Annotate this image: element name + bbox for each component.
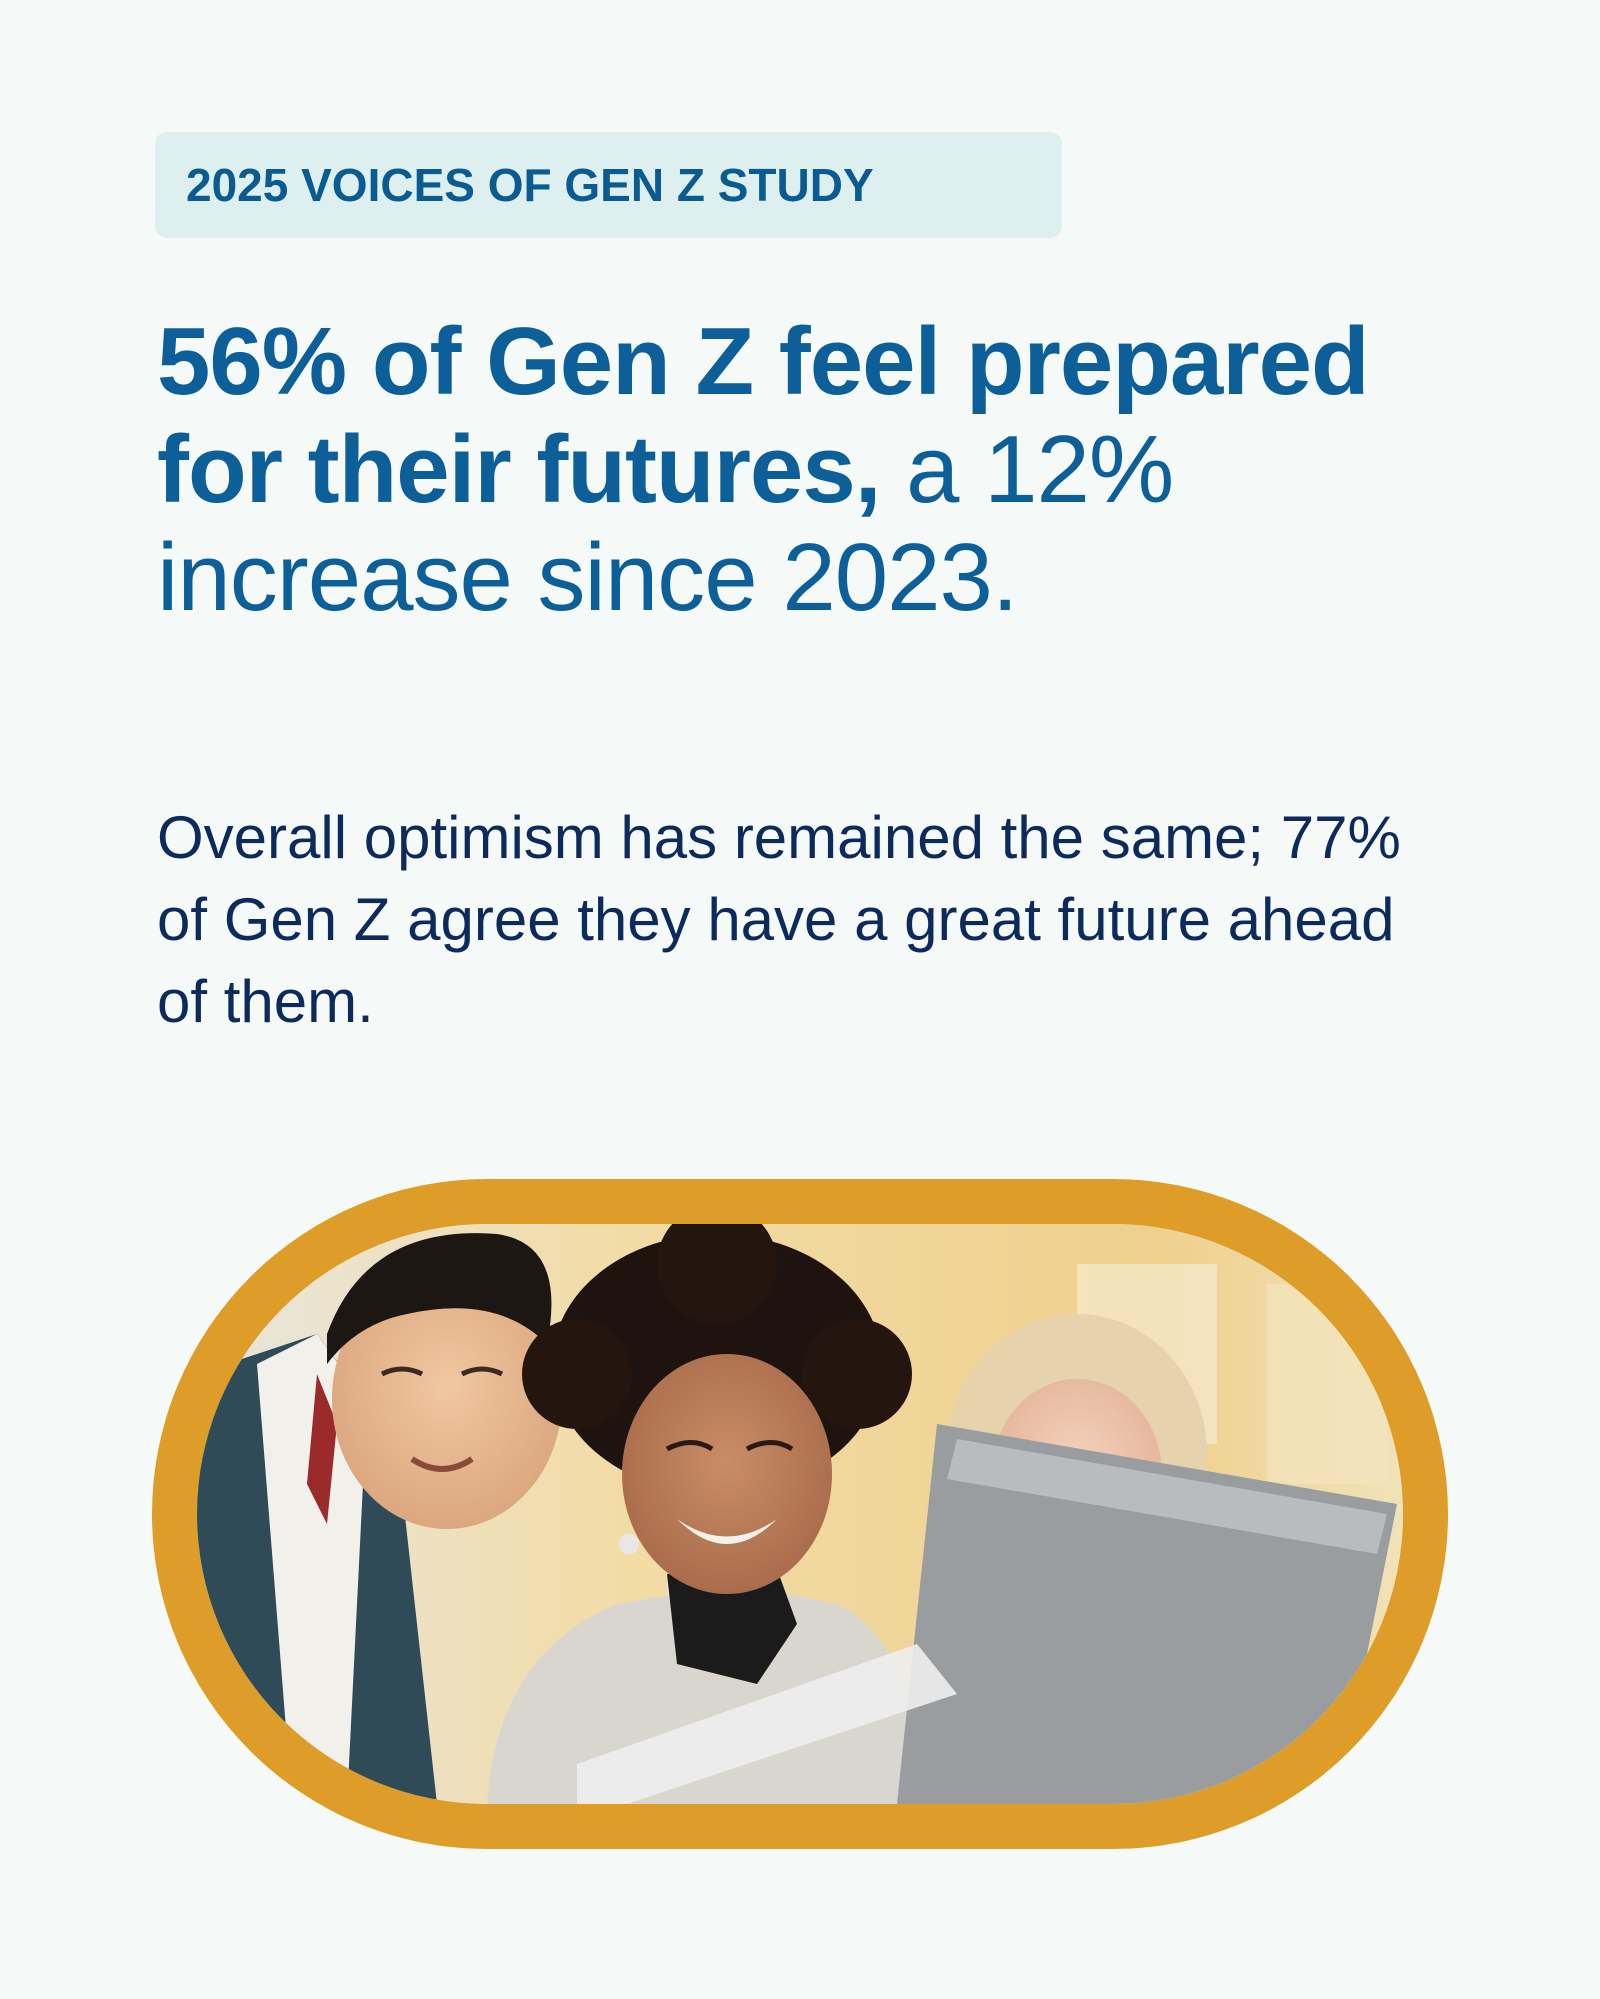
photo-frame xyxy=(152,1179,1448,1849)
body-paragraph: Overall optimism has remained the same; … xyxy=(157,804,1401,1035)
study-tag-label: 2025 VOICES OF GEN Z STUDY xyxy=(186,159,874,211)
headline-strong: 56% of Gen Z feel prepared for their fut… xyxy=(157,308,1370,523)
study-tag: 2025 VOICES OF GEN Z STUDY xyxy=(155,132,1062,238)
headline-light: a 12% increase since 2023. xyxy=(157,416,1174,631)
students-photo xyxy=(197,1224,1403,1804)
students-photo-illustration xyxy=(197,1224,1403,1804)
headline: 56% of Gen Z feel prepared for their fut… xyxy=(157,308,1457,632)
